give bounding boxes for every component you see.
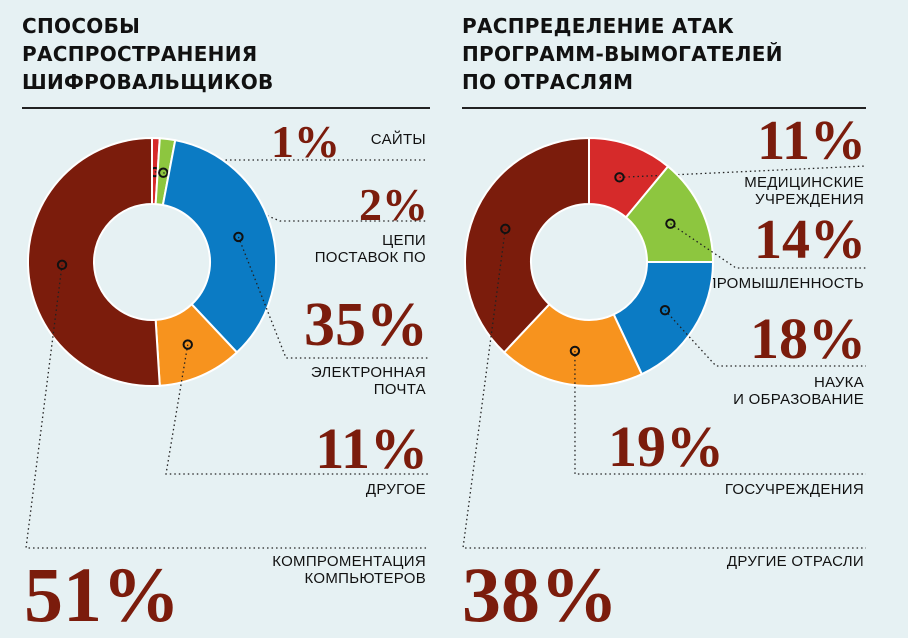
- right-donut-marker-4: [500, 223, 511, 235]
- right-donut-marker-0: [614, 172, 625, 183]
- right-donut-leader-4: [462, 228, 866, 549]
- right-donut-slice-4: [464, 136, 590, 354]
- left-donut-slice-4: [26, 136, 161, 387]
- left-donut-marker-4: [56, 259, 68, 271]
- label-compromised-computers: КОМПРОМЕНТАЦИЯ КОМПЬЮТЕРОВ: [272, 553, 426, 587]
- title-line: СПОСОБЫ: [22, 14, 141, 38]
- left-donut-leader-3: [165, 344, 428, 475]
- label-email: ЭЛЕКТРОННАЯ ПОЧТА: [310, 364, 426, 398]
- title-line: ШИФРОВАЛЬЩИКОВ: [22, 70, 274, 94]
- title-line: РАСПРОСТРАНЕНИЯ: [22, 42, 258, 66]
- pct-supply-chain: 2%: [359, 179, 428, 230]
- left-donut-marker-1: [158, 167, 169, 178]
- label-science-education: НАУКА И ОБРАЗОВАНИЕ: [733, 374, 864, 408]
- label-other: ДРУГОЕ: [365, 481, 426, 498]
- left-donut-leader-4: [25, 264, 428, 549]
- chart-title-industry-distribution: РАСПРЕДЕЛЕНИЕ АТАК ПРОГРАММ-ВЫМОГАТЕЛЕЙ …: [462, 12, 783, 96]
- pct-email: 35%: [304, 291, 428, 359]
- pct-sites: 1%: [271, 116, 340, 167]
- right-donut-slice-2: [612, 261, 715, 376]
- pct-medical: 11%: [757, 110, 866, 172]
- right-donut-leader-3: [574, 350, 866, 475]
- left-donut-marker-2: [233, 231, 244, 243]
- left-donut-slice-2: [161, 139, 277, 354]
- right-donut-leader-2: [664, 309, 866, 367]
- pct-government: 19%: [608, 414, 724, 479]
- pct-science-education: 18%: [750, 306, 866, 371]
- label-sites: САЙТЫ: [370, 131, 426, 148]
- right-donut-marker-3: [569, 345, 581, 357]
- title-line: РАСПРЕДЕЛЕНИЕ АТАК: [462, 14, 735, 38]
- title-rule: [462, 107, 866, 109]
- left-donut-marker-3: [182, 339, 193, 350]
- label-medical: МЕДИЦИНСКИЕ УЧРЕЖДЕНИЯ: [744, 174, 864, 208]
- label-supply-chain: ЦЕПИ ПОСТАВОК ПО: [314, 232, 426, 266]
- title-rule: [22, 107, 430, 109]
- label-industry: ПРОМЫШЛЕННОСТЬ: [705, 275, 864, 292]
- right-donut-marker-1: [665, 218, 676, 229]
- label-other-industries: ДРУГИЕ ОТРАСЛИ: [726, 553, 864, 570]
- pct-other: 11%: [315, 416, 428, 481]
- left-donut-leader-1: [163, 172, 428, 222]
- chart-title-distribution-methods: СПОСОБЫ РАСПРОСТРАНЕНИЯ ШИФРОВАЛЬЩИКОВ: [22, 12, 274, 96]
- right-donut-marker-2: [659, 305, 671, 316]
- pct-other-industries: 38%: [462, 551, 618, 638]
- title-line: ПРОГРАММ-ВЫМОГАТЕЛЕЙ: [462, 42, 783, 66]
- label-government: ГОСУЧРЕЖДЕНИЯ: [724, 481, 864, 498]
- right-donut-slice-3: [502, 302, 644, 387]
- title-line: ПО ОТРАСЛЯМ: [462, 70, 634, 94]
- pct-compromised-computers: 51%: [24, 551, 180, 638]
- pct-industry: 14%: [754, 209, 866, 271]
